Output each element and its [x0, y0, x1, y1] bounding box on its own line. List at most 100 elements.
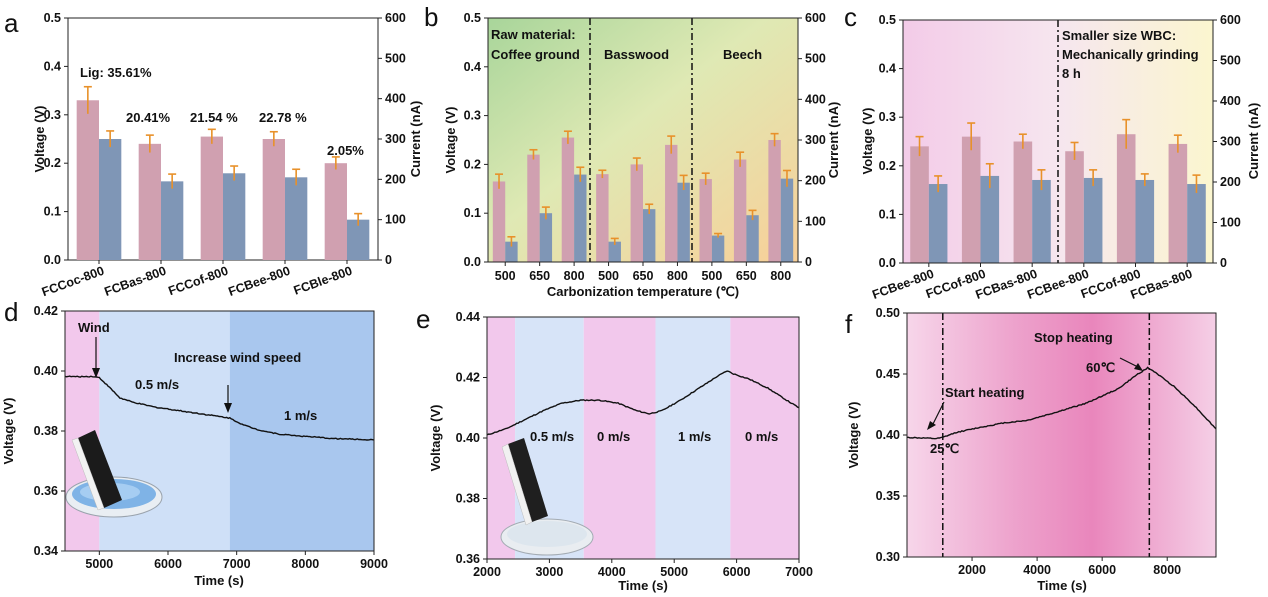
panel-c-bars	[910, 118, 1206, 263]
b-bar-current-6	[711, 235, 725, 262]
a-xtick-label-0: FCCoc-800	[40, 264, 106, 300]
a-bar-voltage-1	[138, 143, 161, 260]
a-xtick-label-1: FCBas-800	[103, 264, 169, 299]
panel-e-letter: e	[416, 304, 430, 334]
b-bar-current-2	[574, 174, 587, 262]
panel-a-annotation-ble: 2.05%	[327, 143, 364, 158]
b-xtick-label-1: 650	[529, 269, 550, 283]
b-y2tick-label-5: 500	[805, 52, 826, 66]
panel-b-bars	[492, 130, 794, 262]
d-ytick-label-1: 0.36	[34, 484, 58, 498]
b-bar-current-3	[608, 241, 621, 262]
a-bar-current-3	[285, 177, 308, 260]
b-ytick-label-2: 0.2	[464, 157, 481, 171]
f-ytick-label-2: 0.40	[876, 428, 900, 442]
b-xtick-label-2: 800	[564, 269, 585, 283]
panel-f-ylabel: Voltage (V)	[846, 402, 861, 469]
panel-e: e 2000 3000 4000 5000 6000 7000 0.36 0.38 0.40 0.…	[416, 304, 813, 593]
panel-f: f 2000 4000 6000 8000 0.30 0.35 0.40 0.45 0.50 V…	[845, 306, 1217, 593]
a-xtick-label-2: FCCof-800	[166, 264, 230, 299]
panel-e-annotation-0-b: 0 m/s	[745, 429, 778, 444]
panel-e-ylabel: Voltage (V)	[428, 405, 443, 472]
f-ytick-label-4: 0.50	[876, 306, 900, 320]
a-bar-current-4	[347, 219, 370, 260]
panel-f-background	[907, 313, 1216, 557]
panel-d-ylabel: Voltage (V)	[1, 398, 16, 465]
c-y2tick-label-1: 100	[1220, 216, 1241, 230]
e-region-3	[655, 317, 731, 559]
panel-e-annotation-0-5: 0.5 m/s	[530, 429, 574, 444]
panel-f-annotation-stop: Stop heating	[1034, 330, 1113, 345]
e-xtick-label-5: 7000	[785, 565, 813, 579]
panel-f-annotation-start: Start heating	[945, 385, 1025, 400]
panel-f-ticks: 2000 4000 6000 8000 0.30 0.35 0.40 0.45 0.50	[876, 306, 1182, 577]
panel-e-annotation-0-a: 0 m/s	[597, 429, 630, 444]
e-ytick-label-2: 0.40	[456, 431, 480, 445]
panel-d-device-illustration	[65, 430, 163, 518]
a-bar-voltage-3	[262, 139, 285, 260]
c-y2tick-label-2: 200	[1220, 175, 1241, 189]
c-y2tick-label-5: 500	[1220, 54, 1241, 68]
c-ytick-label-3: 0.3	[879, 110, 896, 124]
c-bar-current-5	[1187, 184, 1206, 263]
b-xtick-label-8: 800	[770, 269, 791, 283]
b-ytick-label-3: 0.3	[464, 109, 481, 123]
panel-a-annotation-cof: 21.54 %	[190, 110, 238, 125]
a-ytick-label-4: 0.4	[44, 59, 61, 73]
c-y2tick-label-3: 300	[1220, 135, 1241, 149]
d-ytick-label-3: 0.40	[34, 364, 58, 378]
panel-f-xlabel: Time (s)	[1037, 578, 1087, 593]
a-y2tick-label-6: 600	[385, 11, 406, 25]
e-ytick-label-4: 0.44	[456, 310, 480, 324]
d-ytick-label-2: 0.38	[34, 424, 58, 438]
e-ytick-label-0: 0.36	[456, 552, 480, 566]
c-bar-voltage-0	[910, 146, 929, 263]
b-xtick-label-7: 650	[736, 269, 757, 283]
f-ytick-label-0: 0.30	[876, 550, 900, 564]
panel-f-letter: f	[845, 309, 853, 339]
b-bar-voltage-4	[630, 164, 643, 262]
panel-c-y2label: Current (nA)	[1246, 103, 1261, 180]
b-bar-current-0	[505, 241, 518, 262]
e-region-0	[487, 317, 516, 559]
c-ytick-label-5: 0.5	[879, 13, 896, 27]
b-bar-voltage-1	[527, 154, 540, 262]
c-ytick-label-4: 0.4	[879, 62, 896, 76]
panel-c-letter: c	[844, 2, 857, 32]
panel-a-annotation-bas: 20.41%	[126, 110, 171, 125]
b-ytick-label-0: 0.0	[464, 255, 481, 269]
f-ytick-label-3: 0.45	[876, 367, 900, 381]
a-y2tick-label-3: 300	[385, 132, 406, 146]
f-xtick-label-1: 4000	[1023, 563, 1051, 577]
panel-e-regions	[487, 317, 799, 559]
e-xtick-label-2: 4000	[598, 565, 626, 579]
b-y2tick-label-4: 400	[805, 92, 826, 106]
a-bar-voltage-4	[324, 163, 347, 260]
d-xtick-label-4: 9000	[360, 557, 388, 571]
panel-a-y2label: Current (nA)	[408, 101, 423, 178]
c-ytick-label-1: 0.1	[879, 207, 896, 221]
panel-b-group-coffee: Coffee ground	[491, 47, 580, 62]
b-ytick-label-5: 0.5	[464, 11, 481, 25]
panel-d-letter: d	[4, 297, 18, 327]
panel-d-series	[64, 375, 375, 441]
panel-f-series	[907, 366, 1217, 440]
b-bar-current-4	[643, 209, 656, 262]
b-bar-current-8	[780, 178, 794, 262]
b-bar-voltage-8	[768, 140, 781, 262]
f-ytick-label-1: 0.35	[876, 489, 900, 503]
panel-a-letter: a	[4, 8, 19, 38]
c-ytick-label-2: 0.2	[879, 159, 896, 173]
panel-c-annotation-1: Smaller size WBC:	[1062, 28, 1176, 43]
panel-b-ylabel: Voltage (V)	[443, 107, 458, 174]
b-y2tick-label-0: 0	[805, 255, 812, 269]
panel-a-bars	[76, 85, 370, 260]
b-bar-current-1	[539, 213, 553, 262]
a-y2tick-label-5: 500	[385, 51, 406, 65]
b-xtick-label-6: 500	[701, 269, 722, 283]
panel-f-annotation-25c: 25℃	[930, 441, 959, 456]
c-bar-current-4	[1135, 179, 1155, 263]
e-voltage-line	[486, 370, 800, 436]
b-bar-voltage-3	[596, 174, 609, 262]
c-ytick-label-0: 0.0	[879, 256, 896, 270]
